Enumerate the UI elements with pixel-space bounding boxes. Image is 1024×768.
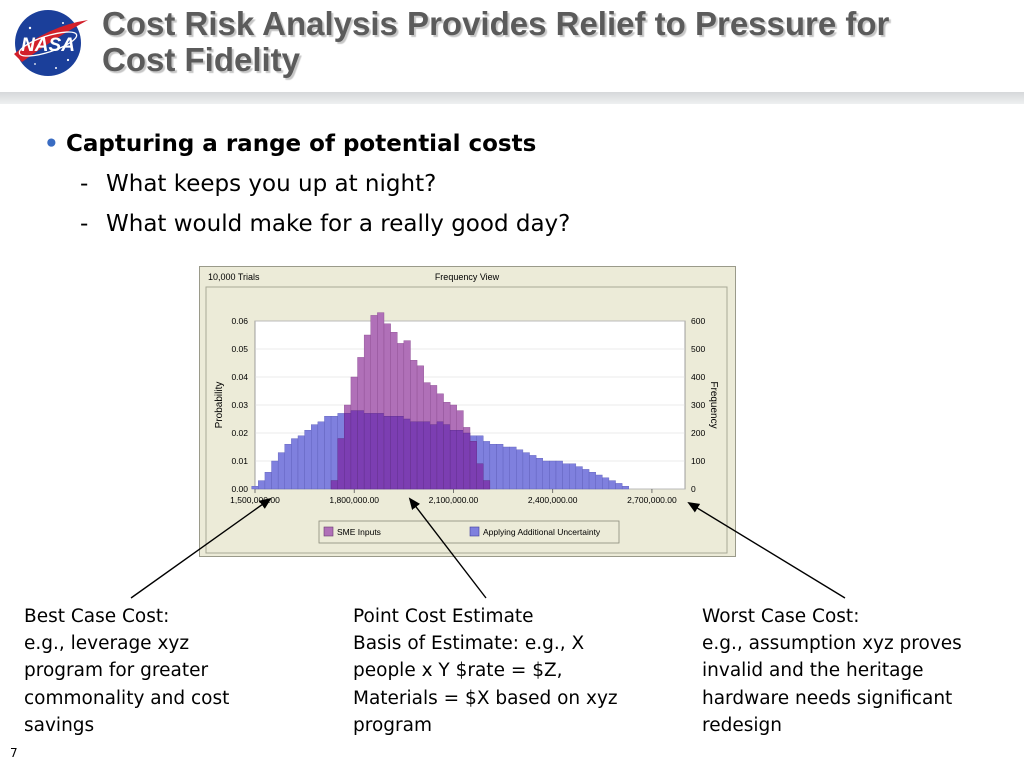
- worst-case-arrow: [687, 501, 846, 599]
- bar-overlap: [476, 463, 484, 490]
- sub-bullet-2: - What would make for a really good day?: [44, 204, 570, 244]
- best-case-arrow: [130, 497, 272, 599]
- y2-tick-label: 100: [691, 456, 705, 466]
- callout-line: Basis of Estimate: e.g., X: [353, 633, 585, 655]
- best-case-callout: Best Case Cost: e.g., leverage xyz progr…: [24, 603, 314, 739]
- callout-line: Best Case Cost:: [24, 606, 170, 627]
- bar-overlap: [483, 480, 491, 490]
- y2-axis-label: Frequency: [708, 381, 719, 428]
- callout-line: program: [353, 714, 432, 736]
- callout-line: hardware needs significant: [702, 687, 953, 709]
- legend-swatch-sme: [323, 526, 334, 537]
- callout-line: people x Y $rate = $Z,: [353, 660, 563, 682]
- callout-line: invalid and the heritage: [702, 660, 924, 682]
- y2-tick-label: 300: [691, 400, 705, 410]
- sub-bullet-1: - What keeps you up at night?: [44, 164, 570, 204]
- main-bullet: • Capturing a range of potential costs: [44, 124, 570, 164]
- y2-tick-label: 200: [691, 428, 705, 438]
- y-tick-label: 0.05: [231, 344, 248, 354]
- y2-tick-label: 400: [691, 372, 705, 382]
- chart-title: Frequency View: [435, 272, 500, 282]
- trials-label: 10,000 Trials: [208, 272, 260, 282]
- callout-line: Point Cost Estimate: [353, 606, 534, 627]
- callout-line: Materials = $X based on xyz: [353, 687, 618, 709]
- y-tick-label: 0.01: [231, 456, 248, 466]
- callout-line: e.g., assumption xyz proves: [702, 633, 962, 655]
- header-divider: [0, 92, 1024, 104]
- frequency-chart-svg: 10,000 Trials Frequency View 0.00 0 0.01 100 0…: [205, 272, 728, 554]
- dash-icon: -: [80, 171, 89, 197]
- legend-swatch-uncertainty: [469, 526, 480, 537]
- x-tick-label: 2,400,000.00: [528, 495, 578, 505]
- callout-line: commonality and cost: [24, 687, 230, 709]
- dash-icon: -: [80, 211, 89, 237]
- x-tick-label: 2,700,000.00: [627, 495, 677, 505]
- slide-header: NASA Cost Risk Analysis Provides Relief …: [0, 0, 1024, 92]
- bullet-dot-icon: •: [44, 131, 59, 157]
- frequency-chart: 10,000 Trials Frequency View 0.00 0 0.01 100 0…: [199, 266, 736, 557]
- legend-box: [318, 520, 620, 544]
- y-tick-label: 0.04: [231, 372, 248, 382]
- callout-line: redesign: [702, 714, 782, 736]
- nasa-logo: NASA: [14, 10, 88, 76]
- y2-tick-label: 500: [691, 344, 705, 354]
- callout-line: savings: [24, 714, 95, 736]
- legend-label-uncertainty: Applying Additional Uncertainty: [483, 527, 601, 537]
- callout-line: e.g., leverage xyz: [24, 633, 190, 655]
- x-tick-label: 1,800,000.00: [329, 495, 379, 505]
- svg-text:NASA: NASA: [21, 35, 75, 56]
- slide-title-line1: Cost Risk Analysis Provides Relief to Pr…: [102, 5, 890, 42]
- y-tick-label: 0.03: [231, 400, 248, 410]
- y2-tick-label: 0: [691, 484, 696, 494]
- legend-label-sme: SME Inputs: [337, 527, 381, 537]
- worst-case-callout: Worst Case Cost: e.g., assumption xyz pr…: [702, 603, 992, 739]
- bullet-list: • Capturing a range of potential costs -W…: [44, 124, 570, 244]
- y-tick-label: 0.06: [231, 316, 248, 326]
- slide-title: Cost Risk Analysis Provides Relief to Pr…: [102, 6, 1002, 78]
- y-axis-label: Probability: [214, 382, 225, 429]
- page-number: 7: [10, 746, 18, 760]
- callout-line: program for greater: [24, 660, 209, 682]
- point-estimate-callout: Point Cost Estimate Basis of Estimate: e…: [353, 603, 643, 739]
- x-tick-label: 2,100,000.00: [429, 495, 479, 505]
- x-tick-label: 1,500,000.00: [230, 495, 280, 505]
- y-tick-label: 0.02: [231, 428, 248, 438]
- y2-tick-label: 600: [691, 316, 705, 326]
- callout-line: Worst Case Cost:: [702, 606, 860, 627]
- slide-title-line2: Cost Fidelity: [102, 41, 301, 78]
- bar-applying-uncertainty: [621, 485, 629, 490]
- y-tick-label: 0.00: [231, 484, 248, 494]
- point-estimate-arrow: [408, 497, 487, 599]
